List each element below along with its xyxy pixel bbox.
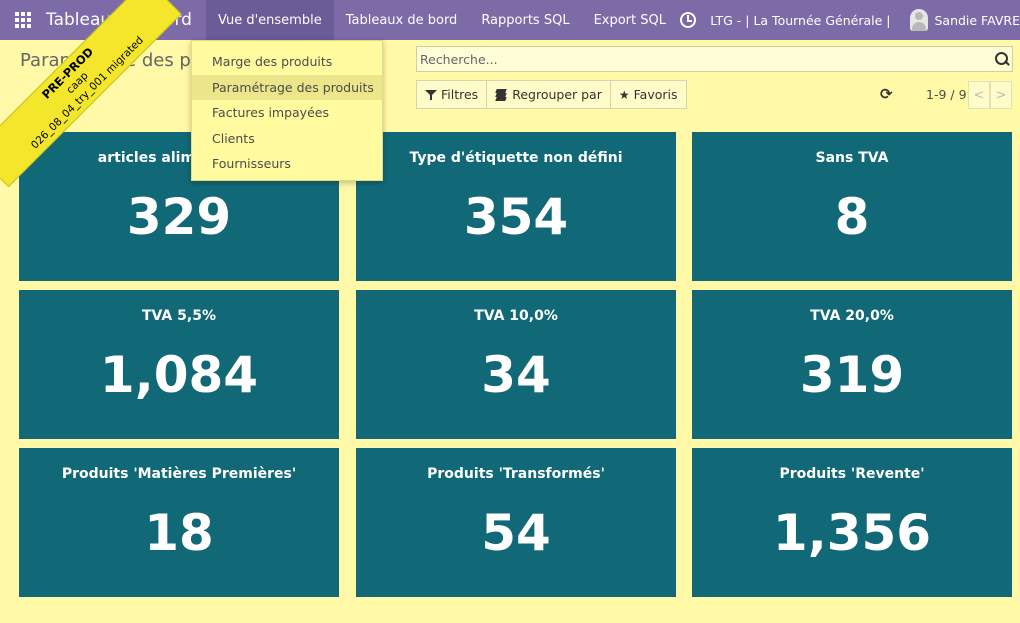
- favorites-label: Favoris: [633, 87, 678, 102]
- dashboard-card[interactable]: Sans TVA 8: [692, 132, 1012, 281]
- dashboard-card[interactable]: TVA 5,5% 1,084: [19, 290, 339, 439]
- clock-icon[interactable]: [680, 12, 697, 28]
- card-value: 329: [126, 188, 232, 246]
- group-by-label: Regrouper par: [512, 87, 602, 102]
- dashboard-card[interactable]: Produits 'Revente' 1,356: [692, 448, 1012, 597]
- dashboard-card[interactable]: Produits 'Transformés' 54: [356, 448, 676, 597]
- card-title: TVA 10,0%: [474, 308, 558, 324]
- filters-label: Filtres: [441, 87, 479, 102]
- pager-next-button[interactable]: >: [990, 81, 1012, 109]
- menu-vue-ensemble[interactable]: Vue d'ensemble: [205, 0, 334, 40]
- card-title: Produits 'Revente': [779, 466, 925, 482]
- menu-rapports-sql[interactable]: Rapports SQL: [481, 12, 570, 28]
- card-title: TVA 5,5%: [142, 308, 216, 324]
- search-bar: [416, 46, 1013, 72]
- card-title: Produits 'Transformés': [427, 466, 605, 482]
- user-avatar[interactable]: [910, 9, 929, 31]
- dropdown-item-clients[interactable]: Clients: [212, 130, 255, 146]
- dashboard-card[interactable]: TVA 10,0% 34: [356, 290, 676, 439]
- layers-icon: [495, 88, 508, 101]
- card-value: 354: [463, 188, 569, 246]
- menu-export-sql[interactable]: Export SQL: [593, 12, 666, 28]
- filter-icon: [425, 89, 437, 101]
- search-icon[interactable]: [990, 47, 1012, 71]
- card-value: 18: [144, 504, 214, 562]
- dropdown-item-marge[interactable]: Marge des produits: [212, 54, 333, 70]
- search-input[interactable]: [417, 47, 990, 71]
- favorites-button[interactable]: ★ Favoris: [609, 80, 687, 109]
- card-value: 1,084: [99, 346, 259, 404]
- dropdown-item-factures[interactable]: Factures impayées: [212, 105, 329, 121]
- card-value: 8: [834, 188, 870, 246]
- refresh-icon[interactable]: ⟳: [880, 85, 893, 103]
- card-value: 1,356: [772, 504, 932, 562]
- card-value: 34: [481, 346, 551, 404]
- dashboard-card[interactable]: Type d'étiquette non défini 354: [356, 132, 676, 281]
- menu-tableaux-de-bord[interactable]: Tableaux de bord: [345, 12, 458, 28]
- card-title: Type d'étiquette non défini: [409, 150, 623, 166]
- dashboard-card[interactable]: TVA 20,0% 319: [692, 290, 1012, 439]
- star-icon: ★: [618, 87, 630, 102]
- company-switcher[interactable]: LTG - | La Tournée Générale |: [710, 12, 891, 28]
- card-title: TVA 20,0%: [810, 308, 894, 324]
- pager-value[interactable]: 1-9 / 9: [926, 87, 967, 102]
- dropdown-item-parametrage[interactable]: Paramétrage des produits: [192, 74, 382, 100]
- user-menu[interactable]: Sandie FAVRE: [934, 12, 1020, 28]
- card-title: Produits 'Matières Premières': [61, 466, 297, 482]
- pager-previous-button[interactable]: <: [968, 81, 990, 109]
- group-by-button[interactable]: Regrouper par: [486, 80, 610, 109]
- card-value: 54: [481, 504, 551, 562]
- card-title: Sans TVA: [815, 150, 889, 166]
- filters-button[interactable]: Filtres: [416, 80, 487, 109]
- top-navbar: Tableaux de bord Vue d'ensemble Tableaux…: [0, 0, 1020, 40]
- search-options: Filtres Regrouper par ★ Favoris: [416, 80, 687, 109]
- vue-ensemble-dropdown: Marge des produits Paramétrage des produ…: [191, 40, 383, 181]
- card-value: 319: [799, 346, 905, 404]
- dropdown-item-fournisseurs[interactable]: Fournisseurs: [212, 156, 291, 172]
- apps-menu-icon[interactable]: [0, 0, 46, 40]
- dashboard-card[interactable]: Produits 'Matières Premières' 18: [19, 448, 339, 597]
